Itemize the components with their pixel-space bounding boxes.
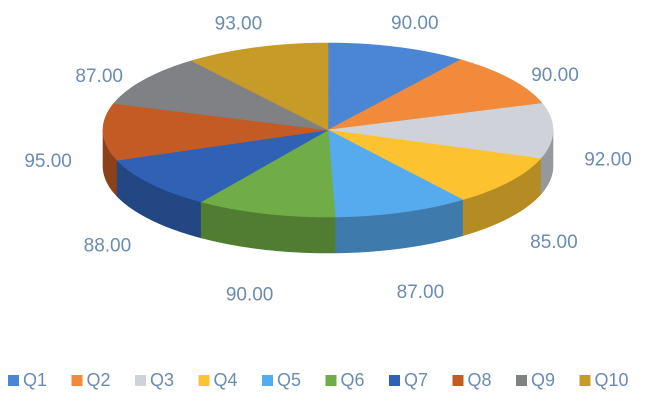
pie-slice-q9 [113, 60, 329, 131]
legend-label-q2: Q2 [87, 370, 111, 390]
data-label-q4: 85.00 [530, 232, 578, 253]
legend-swatch-q2 [71, 375, 83, 386]
legend-swatch-q6 [325, 375, 337, 386]
legend-swatch-q1 [8, 375, 19, 386]
legend-label-q10: Q10 [595, 370, 629, 390]
legend-swatch-q10 [579, 375, 591, 386]
pie-slice-q1 [327, 42, 462, 131]
legend: Q1 Q2 Q3 Q4 Q5 Q6 Q7 Q8 Q9 Q10 [8, 370, 629, 390]
legend-label-q4: Q4 [214, 370, 238, 390]
data-label-q1: 90.00 [391, 13, 439, 34]
legend-swatch-q7 [389, 375, 400, 386]
data-label-q2: 90.00 [531, 65, 579, 86]
pie-slice-q10 [190, 42, 329, 131]
pie-slice-q5 [327, 129, 464, 218]
pie-slice-q8 [102, 103, 329, 161]
legend-swatch-q9 [516, 375, 527, 386]
legend-swatch-q4 [198, 375, 210, 386]
data-label-q6: 90.00 [226, 284, 274, 305]
data-label-q5: 87.00 [397, 282, 445, 303]
legend-label-q6: Q6 [341, 370, 365, 390]
legend-label-q5: Q5 [277, 370, 301, 390]
pie-slice-q3 [327, 103, 554, 159]
legend-label-q7: Q7 [404, 370, 428, 390]
legend-swatch-q8 [452, 375, 464, 386]
pie-slice-q7 [116, 129, 329, 203]
legend-label-q3: Q3 [150, 370, 174, 390]
legend-label-q9: Q9 [531, 370, 555, 390]
data-labels: 90.00 90.00 92.00 85.00 87.00 90.00 88.00 95.00… [24, 13, 631, 305]
data-label-q3: 92.00 [584, 150, 632, 171]
legend-label-q1: Q1 [23, 370, 47, 390]
legend-swatch-q3 [135, 375, 146, 386]
data-label-q7: 88.00 [84, 236, 132, 257]
data-label-q8: 95.00 [24, 151, 72, 172]
pie-slice-q4 [327, 129, 542, 201]
pie-slice-q2 [327, 59, 543, 131]
legend-label-q8: Q8 [468, 370, 492, 390]
data-label-q9: 87.00 [75, 66, 123, 87]
data-label-q10: 93.00 [215, 14, 263, 35]
pie-top-faces [102, 42, 554, 218]
pie-slice-q6 [200, 129, 336, 218]
legend-swatch-q5 [262, 375, 273, 386]
